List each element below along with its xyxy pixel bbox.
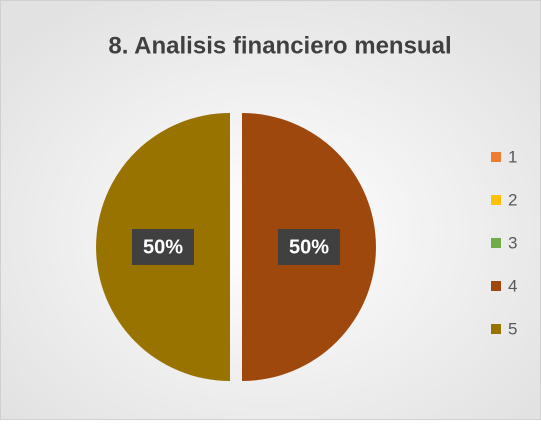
data-label: 50% <box>289 236 329 258</box>
legend-swatch <box>491 324 501 334</box>
legend-label: 4 <box>508 276 517 295</box>
legend-swatch <box>491 195 501 205</box>
data-label-box <box>132 229 194 265</box>
legend-label: 1 <box>508 147 517 166</box>
legend-swatch <box>491 281 501 291</box>
legend-label: 3 <box>508 233 517 252</box>
chart-title: 8. Analisis financiero mensual <box>108 32 451 59</box>
legend-swatch <box>491 238 501 248</box>
data-label-box <box>278 229 340 265</box>
legend-swatch <box>491 152 501 162</box>
legend-label: 2 <box>508 190 517 209</box>
data-label: 50% <box>143 236 183 258</box>
legend-label: 5 <box>508 319 517 338</box>
